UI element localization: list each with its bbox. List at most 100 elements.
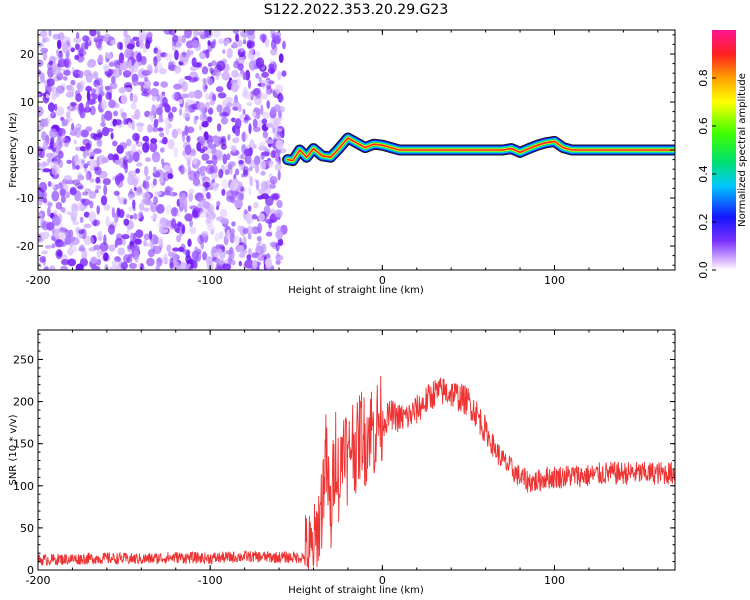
noise-speckle [222, 263, 232, 270]
noise-speckle [232, 30, 240, 34]
noise-speckle [232, 41, 237, 48]
noise-speckle [72, 245, 77, 253]
noise-speckle [96, 205, 100, 215]
noise-speckle [78, 184, 85, 190]
noise-speckle [220, 138, 225, 144]
noise-speckle [89, 200, 94, 209]
noise-speckle [176, 211, 181, 218]
noise-speckle [90, 235, 97, 244]
noise-speckle [123, 30, 128, 38]
noise-speckle [173, 83, 182, 90]
noise-speckle [227, 134, 231, 141]
y-tick-label: 0 [27, 564, 34, 577]
noise-speckle [60, 196, 66, 204]
noise-speckle [80, 129, 89, 138]
noise-speckle [83, 163, 89, 169]
noise-speckle [73, 139, 77, 145]
noise-speckle [237, 39, 243, 48]
noise-speckle [206, 192, 211, 200]
noise-speckle [76, 202, 84, 212]
noise-speckle [268, 183, 276, 189]
noise-speckle [248, 123, 252, 135]
noise-speckle [247, 79, 252, 89]
noise-speckle [127, 121, 132, 129]
noise-speckle [73, 37, 82, 44]
noise-speckle [106, 72, 112, 78]
noise-speckle [54, 229, 63, 239]
noise-speckle [71, 122, 75, 131]
noise-speckle [231, 145, 237, 153]
noise-speckle [226, 48, 233, 59]
noise-speckle [120, 261, 128, 270]
noise-speckle [275, 230, 284, 240]
noise-speckle [277, 170, 281, 181]
noise-speckle [270, 48, 278, 56]
noise-speckle [252, 118, 258, 129]
noise-speckle [130, 93, 138, 104]
noise-speckle [226, 153, 231, 161]
noise-speckle [254, 95, 262, 106]
noise-speckle [179, 164, 185, 175]
noise-speckle [151, 95, 156, 102]
noise-speckle [251, 252, 259, 259]
noise-speckle [68, 229, 74, 238]
noise-speckle [124, 48, 131, 59]
noise-speckle [90, 132, 97, 139]
noise-speckle [81, 198, 91, 206]
noise-speckle [45, 93, 50, 99]
noise-speckle [38, 146, 43, 157]
noise-speckle [208, 78, 213, 86]
noise-speckle [192, 30, 199, 38]
noise-speckle [182, 51, 187, 58]
noise-speckle [159, 177, 164, 184]
noise-speckle [275, 152, 279, 164]
noise-speckle [234, 94, 238, 103]
noise-speckle [92, 71, 99, 79]
noise-speckle [95, 39, 102, 49]
noise-speckle [222, 49, 226, 54]
noise-speckle [243, 166, 249, 176]
noise-speckle [199, 200, 204, 206]
noise-speckle [274, 31, 282, 38]
noise-speckle [45, 152, 55, 158]
noise-speckle [265, 257, 273, 268]
noise-speckle [218, 168, 224, 179]
noise-speckle [259, 33, 267, 42]
noise-speckle [121, 234, 130, 240]
noise-speckle [173, 147, 179, 159]
noise-speckle [199, 112, 208, 122]
noise-speckle [159, 147, 165, 153]
noise-speckle [51, 110, 55, 118]
noise-speckle [202, 78, 207, 83]
noise-speckle [114, 159, 121, 165]
noise-speckle [38, 162, 41, 168]
noise-speckle [194, 115, 199, 121]
noise-speckle [188, 193, 194, 202]
noise-speckle [127, 244, 134, 250]
noise-speckle [152, 126, 159, 133]
noise-speckle [209, 100, 215, 106]
noise-speckle [127, 59, 132, 70]
noise-speckle [96, 139, 103, 148]
y-tick-label: 0 [27, 144, 34, 157]
noise-speckle [189, 66, 198, 71]
y-tick-label: 100 [13, 480, 34, 493]
noise-speckle [89, 151, 96, 156]
noise-speckle [104, 110, 113, 121]
noise-speckle [233, 136, 240, 144]
noise-speckle [107, 53, 113, 60]
noise-speckle [89, 178, 95, 183]
noise-speckle [50, 183, 57, 189]
noise-speckle [143, 165, 149, 177]
noise-speckle [191, 209, 198, 218]
noise-speckle [120, 94, 128, 105]
noise-speckle [270, 39, 277, 50]
noise-speckle [196, 102, 206, 111]
noise-speckle [183, 108, 191, 118]
noise-speckle [156, 49, 162, 57]
noise-speckle [93, 166, 100, 171]
noise-speckle [259, 141, 265, 150]
noise-speckle [72, 179, 81, 186]
noise-speckle [231, 83, 239, 93]
noise-speckle [126, 138, 132, 147]
